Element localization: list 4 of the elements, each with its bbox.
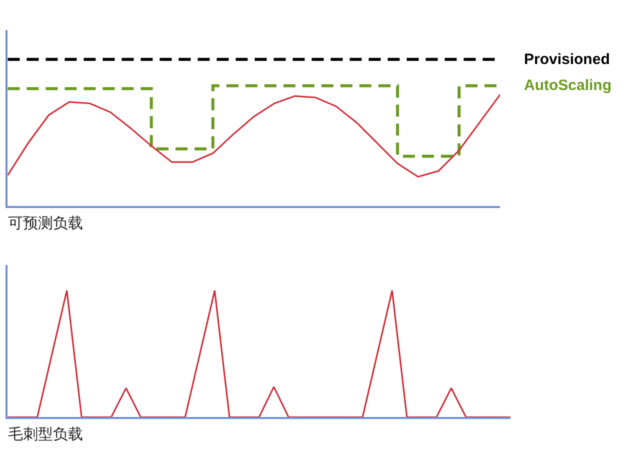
x-axis-title: 毛刺型负载 xyxy=(8,425,83,443)
x-axis-title: 可预测负载 xyxy=(8,214,83,232)
series-label: AutoScaling xyxy=(524,77,612,94)
series-label: Provisioned xyxy=(524,51,610,68)
